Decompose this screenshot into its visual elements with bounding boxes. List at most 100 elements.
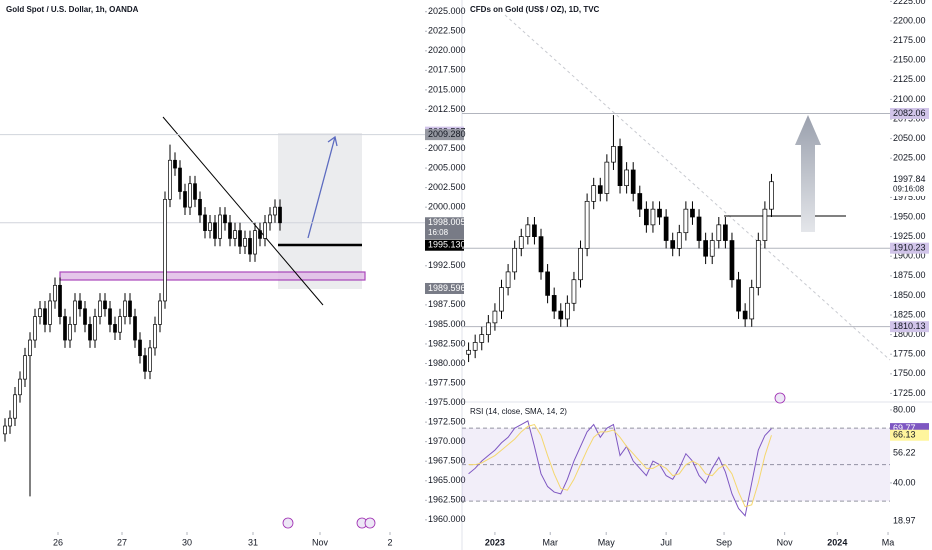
y-tick-label: 1800.00 [893, 329, 926, 339]
candle-body [13, 394, 17, 419]
target-arrow [795, 115, 821, 232]
y-tick-label: 1962.500 [428, 495, 466, 505]
candle-body [263, 222, 267, 239]
candle-body [736, 279, 741, 312]
candle-body [183, 191, 187, 208]
candle-body [173, 159, 177, 169]
candle-body [258, 230, 262, 239]
candle-body [709, 240, 715, 257]
candle-body [578, 248, 583, 281]
y-tick-label: 2025.000 [428, 6, 466, 16]
price-tag [890, 515, 929, 527]
candle-body [238, 230, 242, 247]
y-tick-label: 80.00 [893, 404, 916, 414]
price-tag [890, 107, 929, 119]
candle-body [723, 224, 728, 241]
candle-body [670, 240, 676, 249]
candle-body [729, 240, 735, 281]
candle-body [597, 185, 603, 194]
y-tick-label: 1775.00 [893, 349, 926, 359]
y-tick-label: 2022.500 [428, 26, 466, 36]
candle-body [83, 308, 87, 325]
projection-box [278, 133, 362, 289]
x-tick-label: Ma [882, 537, 895, 547]
chart-title: Gold Spot / U.S. Dollar, 1h, OANDA [6, 5, 139, 14]
x-tick-label: 2 [387, 537, 392, 547]
event-icon [364, 517, 376, 529]
candle-body [233, 230, 237, 239]
price-tag [890, 423, 929, 435]
x-tick-label: Sep [716, 537, 732, 547]
y-tick-label: 1985.000 [428, 319, 466, 329]
y-tick-label: 2050.00 [893, 133, 926, 143]
price-tag [425, 282, 464, 294]
x-tick-label: Nov [312, 537, 329, 547]
price-tag [890, 429, 929, 441]
x-tick-label: 26 [53, 537, 63, 547]
candle-body [103, 300, 107, 310]
price-tag [425, 129, 464, 141]
price-tag [425, 217, 464, 240]
price-tag [890, 242, 929, 254]
price-tag-timer: 09:16:08 [893, 185, 925, 194]
candle-body [33, 316, 37, 341]
price-tag-label: 1910.23 [893, 243, 926, 253]
candle-body [138, 339, 142, 357]
candle-body [591, 185, 597, 202]
candle-body [18, 378, 22, 396]
candle-body [472, 342, 478, 351]
candle-body [48, 300, 52, 325]
price-tag-label: 1995.130 [428, 240, 466, 250]
candle-body [278, 206, 282, 224]
candle-body [545, 271, 550, 296]
candle-body [248, 238, 252, 255]
y-tick-label: 1750.00 [893, 368, 926, 378]
y-tick-label: 1977.500 [428, 377, 466, 387]
x-tick-label: 31 [248, 537, 258, 547]
candle-body [676, 232, 682, 249]
candle-body [565, 302, 570, 320]
projection-arrow [307, 136, 336, 239]
event-icons [282, 392, 786, 529]
candle-body [58, 284, 62, 317]
candle-body [657, 208, 662, 218]
candle-body [98, 300, 102, 317]
candle-body [518, 236, 524, 249]
candle-body [73, 300, 77, 325]
y-tick-label: 1925.00 [893, 231, 926, 241]
candle-body [123, 300, 127, 317]
candle-body [128, 300, 132, 317]
candle-body [512, 248, 518, 273]
candle-body [223, 214, 227, 224]
candle-body [193, 183, 197, 200]
candle-body [188, 183, 192, 208]
y-tick-label: 2175.00 [893, 35, 926, 45]
y-tick-label: 1975.000 [428, 397, 466, 407]
candle-body [38, 308, 42, 317]
candle-body [624, 169, 629, 187]
candle-body [93, 316, 97, 341]
x-tick-label: May [598, 537, 616, 547]
price-tag [890, 174, 929, 197]
x-tick-label: 2024 [827, 537, 847, 547]
candle-body [611, 146, 616, 163]
y-tick-label: 1900.00 [893, 251, 926, 261]
chart-title: CFDs on Gold (US$ / OZ), 1D, TVC [470, 5, 600, 14]
candle-body [213, 222, 217, 239]
price-tag-label: 69.77 [893, 423, 916, 433]
candle-body [755, 240, 761, 288]
y-tick-label: 2007.500 [428, 143, 466, 153]
band-fill [462, 428, 890, 502]
candle-body [8, 417, 12, 427]
candle-body [53, 284, 57, 302]
price-tag-label: 1989.596 [428, 283, 466, 293]
candle-body [118, 316, 122, 333]
price-tag [425, 239, 464, 251]
price-tag [890, 447, 929, 459]
trendline [162, 116, 324, 306]
indicator-line [468, 420, 772, 517]
trendline [504, 14, 891, 361]
candle-body [43, 308, 47, 325]
